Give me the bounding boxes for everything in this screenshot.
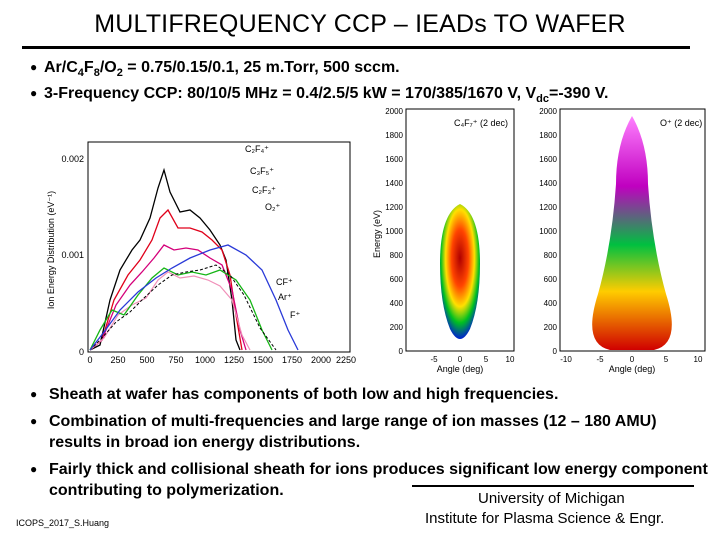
bullet-dot: ● xyxy=(30,60,38,74)
ytick: 0.002 xyxy=(61,154,84,164)
label-c3f5: C₃F₅⁺ xyxy=(250,166,274,176)
svg-text:800: 800 xyxy=(390,251,404,260)
svg-text:5: 5 xyxy=(484,355,489,364)
curve-c3f5 xyxy=(89,208,243,351)
svg-text:2000: 2000 xyxy=(385,107,403,116)
bullet-frequency: ● 3-Frequency CCP: 80/10/5 MHz = 0.4/2.5/… xyxy=(30,85,609,106)
svg-text:0: 0 xyxy=(458,355,463,364)
xtick: 250 xyxy=(110,355,125,365)
xtick: 1000 xyxy=(195,355,215,365)
curve-c2f4 xyxy=(89,167,241,351)
xtick: 0 xyxy=(87,355,92,365)
ytick: 0 xyxy=(79,347,84,357)
svg-text:0: 0 xyxy=(553,347,558,356)
title-underline xyxy=(22,46,690,49)
footer-rule xyxy=(412,485,694,487)
svg-text:0: 0 xyxy=(399,347,404,356)
iead-right: 0 200 400 600 800 1000 1200 1400 1600 18… xyxy=(520,104,715,374)
svg-text:10: 10 xyxy=(506,355,515,364)
label-cf: CF⁺ xyxy=(276,277,293,287)
svg-text:-5: -5 xyxy=(430,355,438,364)
svg-text:800: 800 xyxy=(544,251,558,260)
label-o2: O₂⁺ xyxy=(265,202,280,212)
curve-ar xyxy=(89,264,277,351)
iead-distribution xyxy=(440,204,480,339)
curve-c2f3 xyxy=(89,244,247,351)
affiliation-institute: Institute for Plasma Science & Engr. xyxy=(425,510,665,527)
svg-text:1000: 1000 xyxy=(539,227,557,236)
label-c2f4: C₂F₄⁺ xyxy=(245,144,269,154)
iead-tag: C₄F₇⁺ (2 dec) xyxy=(454,118,508,128)
svg-text:1800: 1800 xyxy=(539,131,557,140)
iedf-chart: 0 0.001 0.002 Ion Energy Distribution (e… xyxy=(40,100,360,370)
bullet-dot: ● xyxy=(30,462,38,476)
xtick: 2250 xyxy=(336,355,356,365)
bullet-dot: ● xyxy=(30,414,38,428)
svg-text:1400: 1400 xyxy=(539,179,557,188)
bullet-dot: ● xyxy=(30,86,38,100)
xtick: 2000 xyxy=(311,355,331,365)
svg-text:5: 5 xyxy=(664,355,669,364)
svg-text:400: 400 xyxy=(544,299,558,308)
xtick: 500 xyxy=(139,355,154,365)
label-c2f3: C₂F₃⁺ xyxy=(252,185,276,195)
label-f: F⁺ xyxy=(290,310,300,320)
bullet-multifrequency: ● Combination of multi-frequencies and la… xyxy=(30,413,657,451)
bullet-sheath: ● Sheath at wafer has components of both … xyxy=(30,386,559,403)
svg-text:1600: 1600 xyxy=(385,155,403,164)
bullet-dot: ● xyxy=(30,387,38,401)
xlabel: Angle (deg) xyxy=(437,364,484,374)
bullet-collisional-sheath: ● Fairly thick and collisional sheath for… xyxy=(30,461,708,499)
affiliation-university: University of Michigan xyxy=(478,490,625,507)
svg-text:200: 200 xyxy=(390,323,404,332)
ylabel: Energy (eV) xyxy=(372,210,382,258)
svg-text:600: 600 xyxy=(544,275,558,284)
svg-text:-10: -10 xyxy=(560,355,572,364)
curve-cf xyxy=(89,267,273,351)
xtick: 1750 xyxy=(282,355,302,365)
svg-text:10: 10 xyxy=(694,355,703,364)
bullet-list: ● Sheath at wafer has components of both … xyxy=(30,384,710,507)
svg-text:1200: 1200 xyxy=(385,203,403,212)
xlabel: Angle (deg) xyxy=(609,364,656,374)
ytick: 0.001 xyxy=(61,250,84,260)
label-ar: Ar⁺ xyxy=(278,292,292,302)
curve-f xyxy=(89,244,299,351)
svg-text:1400: 1400 xyxy=(385,179,403,188)
xtick: 750 xyxy=(168,355,183,365)
svg-text:400: 400 xyxy=(390,299,404,308)
svg-text:-5: -5 xyxy=(596,355,604,364)
xtick: 1500 xyxy=(253,355,273,365)
svg-text:1800: 1800 xyxy=(385,131,403,140)
ylabel: Ion Energy Distribution (eV⁻¹) xyxy=(46,191,56,309)
bullet-gas-mixture: ● Ar/C4F8/O2 = 0.75/0.15/0.1, 25 m.Torr, … xyxy=(30,59,400,80)
svg-text:1000: 1000 xyxy=(385,227,403,236)
xtick: 1250 xyxy=(224,355,244,365)
svg-text:2000: 2000 xyxy=(539,107,557,116)
iead-tag: O⁺ (2 dec) xyxy=(660,118,702,128)
svg-text:200: 200 xyxy=(544,323,558,332)
iead-left: 0 200 400 600 800 1000 1200 1400 1600 18… xyxy=(370,104,520,374)
slide-title: MULTIFREQUENCY CCP – IEADs TO WAFER xyxy=(94,10,626,38)
iead-distribution xyxy=(592,116,672,350)
svg-text:600: 600 xyxy=(390,275,404,284)
svg-text:1200: 1200 xyxy=(539,203,557,212)
slide-credit: ICOPS_2017_S.Huang xyxy=(16,518,110,528)
svg-text:1600: 1600 xyxy=(539,155,557,164)
svg-text:0: 0 xyxy=(630,355,635,364)
